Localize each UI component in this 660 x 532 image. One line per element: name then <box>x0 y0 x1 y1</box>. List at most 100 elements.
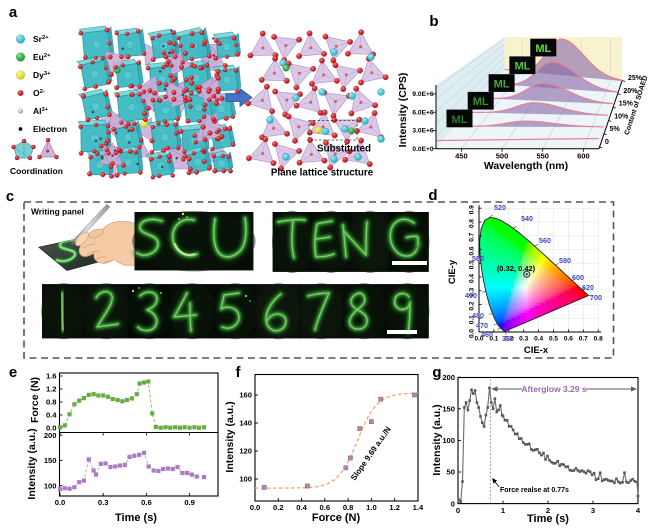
svg-text:500: 500 <box>496 152 509 161</box>
svg-text:Plane lattice structure: Plane lattice structure <box>271 168 374 179</box>
svg-text:Force (N): Force (N) <box>312 512 361 524</box>
svg-text:1.6: 1.6 <box>46 372 57 381</box>
svg-text:150: 150 <box>442 405 455 414</box>
svg-text:ML: ML <box>535 43 551 55</box>
svg-text:0.6: 0.6 <box>469 246 476 255</box>
svg-text:1.2: 1.2 <box>389 503 400 512</box>
svg-text:Intensity (a.u.): Intensity (a.u.) <box>431 404 443 475</box>
svg-text:0.5: 0.5 <box>549 336 558 343</box>
svg-text:g: g <box>432 364 441 381</box>
svg-text:2: 2 <box>546 506 550 515</box>
svg-text:Substituted: Substituted <box>317 144 371 155</box>
svg-text:Force realse at 0.77s: Force realse at 0.77s <box>500 487 569 494</box>
svg-text:600: 600 <box>572 273 584 282</box>
svg-text:3.0E+6: 3.0E+6 <box>412 128 433 135</box>
svg-text:(0.32, 0.42): (0.32, 0.42) <box>497 264 536 273</box>
svg-text:20%: 20% <box>623 88 638 95</box>
svg-text:0.2: 0.2 <box>273 503 284 512</box>
svg-text:Time (s): Time (s) <box>527 513 569 525</box>
svg-text:0.8: 0.8 <box>343 503 354 512</box>
svg-text:0.8: 0.8 <box>469 219 476 228</box>
svg-text:ML: ML <box>494 79 510 91</box>
svg-text:600: 600 <box>577 152 590 161</box>
svg-text:700: 700 <box>590 293 602 302</box>
svg-text:Wavelength (nm): Wavelength (nm) <box>484 160 568 172</box>
svg-text:0.5: 0.5 <box>469 260 476 269</box>
svg-text:0.6: 0.6 <box>141 498 152 507</box>
svg-text:0.6: 0.6 <box>564 336 573 343</box>
svg-text:1: 1 <box>501 506 506 515</box>
svg-text:0.3: 0.3 <box>469 287 476 296</box>
svg-text:0: 0 <box>451 499 455 508</box>
svg-text:0.4: 0.4 <box>469 274 476 283</box>
svg-text:4: 4 <box>636 506 641 515</box>
svg-text:Coordination: Coordination <box>10 166 63 176</box>
svg-text:580: 580 <box>559 256 571 265</box>
svg-text:160: 160 <box>239 391 252 400</box>
svg-text:f: f <box>236 364 242 381</box>
svg-text:0: 0 <box>456 506 460 515</box>
svg-text:6.0E+6: 6.0E+6 <box>412 109 433 116</box>
svg-text:0.4: 0.4 <box>46 411 57 420</box>
svg-text:9.0E+6: 9.0E+6 <box>412 91 433 98</box>
svg-text:540: 540 <box>521 214 533 223</box>
svg-text:1.4: 1.4 <box>413 503 424 512</box>
svg-text:380: 380 <box>502 334 514 343</box>
svg-text:25%: 25% <box>628 75 643 82</box>
svg-text:d: d <box>428 187 437 204</box>
svg-text:0.0: 0.0 <box>55 498 66 507</box>
svg-text:0.3: 0.3 <box>519 336 528 343</box>
svg-text:470: 470 <box>476 321 488 330</box>
svg-text:620: 620 <box>582 283 594 292</box>
svg-text:150: 150 <box>44 456 57 465</box>
svg-text:200: 200 <box>442 373 455 382</box>
svg-text:1.0: 1.0 <box>366 503 377 512</box>
svg-text:480: 480 <box>472 311 484 320</box>
svg-text:0.8: 0.8 <box>594 336 603 343</box>
svg-text:e: e <box>9 364 17 381</box>
svg-text:Afterglow 3.29 s: Afterglow 3.29 s <box>521 384 586 394</box>
svg-text:O2-: O2- <box>33 88 45 98</box>
svg-text:0.9: 0.9 <box>469 205 476 214</box>
svg-text:0.0: 0.0 <box>474 336 483 343</box>
svg-text:Electron: Electron <box>33 124 67 134</box>
svg-text:Sr2+: Sr2+ <box>33 34 49 44</box>
svg-text:a: a <box>9 4 18 21</box>
svg-text:Al3+: Al3+ <box>33 106 49 116</box>
svg-text:0.0: 0.0 <box>250 503 261 512</box>
svg-text:520: 520 <box>494 203 506 212</box>
svg-text:Eu2+: Eu2+ <box>33 52 51 62</box>
svg-text:Intensity (a.u.): Intensity (a.u.) <box>26 428 38 499</box>
svg-text:3: 3 <box>591 506 595 515</box>
svg-text:Force (N): Force (N) <box>29 377 41 423</box>
svg-text:Intensity (a.u.): Intensity (a.u.) <box>224 401 236 472</box>
svg-text:Writing panel: Writing panel <box>31 207 84 217</box>
svg-text:CIE-x: CIE-x <box>524 345 549 356</box>
svg-text:Dy3+: Dy3+ <box>33 70 51 80</box>
svg-text:490: 490 <box>465 291 477 300</box>
svg-text:120: 120 <box>239 447 252 456</box>
svg-text:0.2: 0.2 <box>504 336 513 343</box>
svg-text:Intensity (CPS): Intensity (CPS) <box>397 73 409 148</box>
svg-text:0.6: 0.6 <box>320 503 331 512</box>
svg-text:ML: ML <box>473 96 489 108</box>
svg-text:450: 450 <box>455 152 468 161</box>
svg-text:50: 50 <box>447 468 455 477</box>
svg-text:0.7: 0.7 <box>469 232 476 241</box>
svg-text:0.2: 0.2 <box>469 301 476 310</box>
svg-text:0: 0 <box>605 139 609 146</box>
svg-text:560: 560 <box>539 236 551 245</box>
svg-text:1.2: 1.2 <box>46 385 57 394</box>
svg-text:200: 200 <box>44 431 57 440</box>
svg-text:15%: 15% <box>619 101 634 108</box>
svg-text:550: 550 <box>536 152 549 161</box>
svg-text:0.1: 0.1 <box>489 336 498 343</box>
svg-text:0.3: 0.3 <box>98 498 109 507</box>
svg-text:140: 140 <box>239 419 252 428</box>
svg-text:b: b <box>429 13 438 30</box>
svg-text:0.7: 0.7 <box>579 336 588 343</box>
svg-text:0.1: 0.1 <box>469 315 476 324</box>
svg-text:0.0: 0.0 <box>46 424 57 433</box>
svg-text:CIE-y: CIE-y <box>447 259 458 284</box>
svg-text:Time (s): Time (s) <box>115 512 157 524</box>
